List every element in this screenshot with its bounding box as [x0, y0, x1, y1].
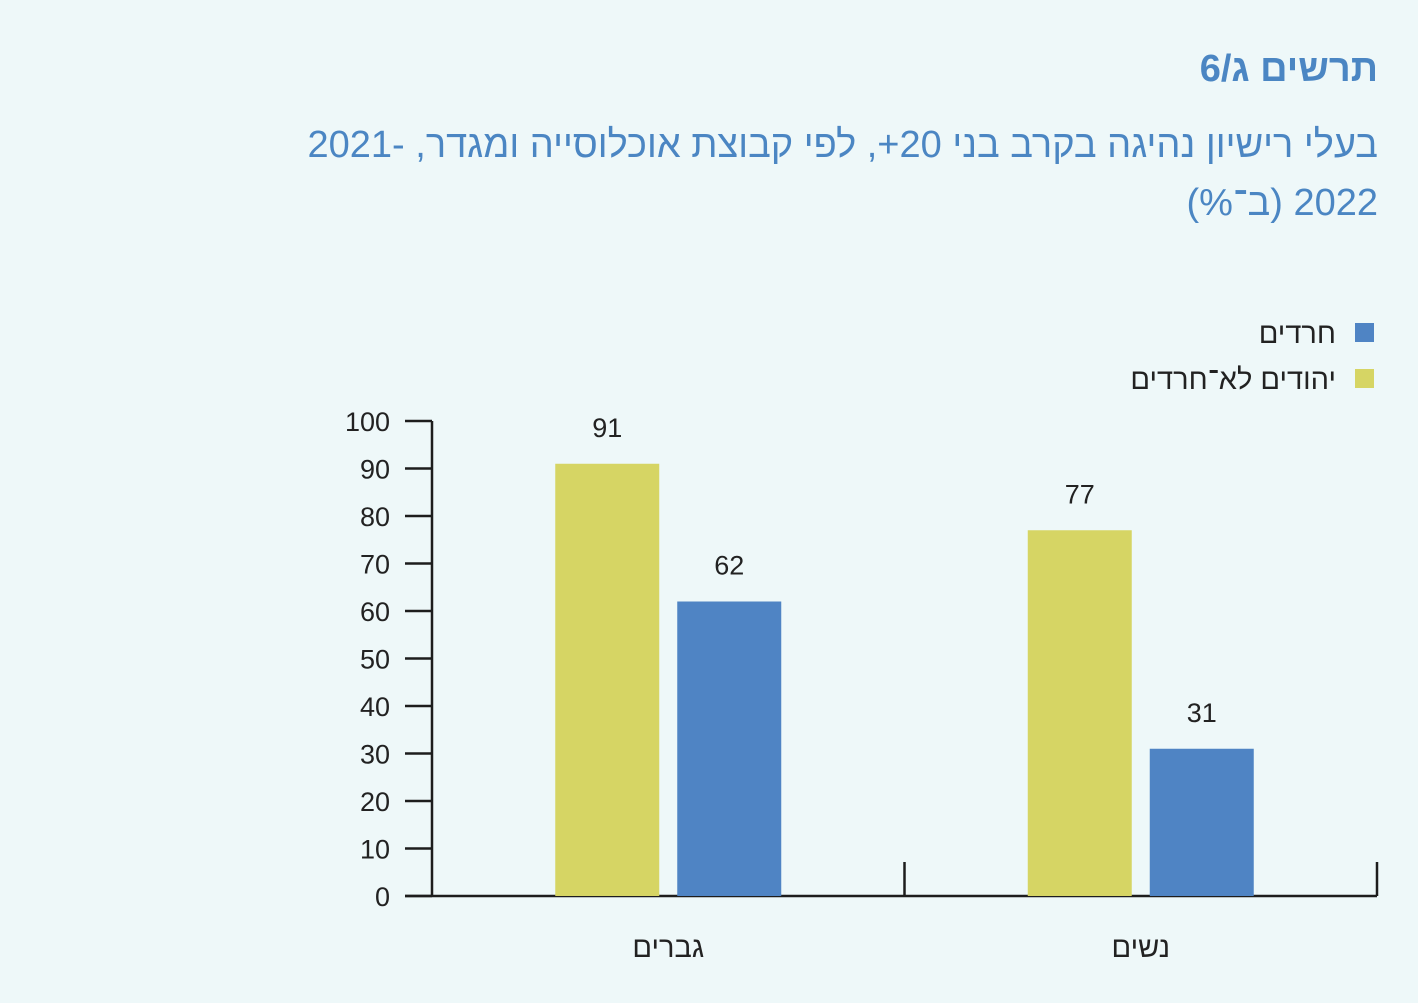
legend-swatch — [1355, 323, 1374, 342]
x-category-label: נשים — [1112, 932, 1171, 964]
y-tick-label: 100 — [345, 407, 390, 437]
chart-number: תרשים ג/6 — [1199, 48, 1378, 90]
bar — [1027, 530, 1132, 896]
y-tick-label: 50 — [360, 645, 390, 675]
legend-label: חרדים — [1259, 318, 1336, 350]
legend-swatch — [1355, 369, 1374, 388]
x-category-label: גברים — [632, 932, 704, 964]
y-tick-label: 30 — [360, 740, 390, 770]
chart-title: בעלי רישיון נהיגה בקרב בני 20+, לפי קבוצ… — [307, 124, 1379, 224]
bar-value-label: 62 — [714, 551, 744, 581]
bar-value-label: 91 — [592, 413, 622, 443]
y-tick-label: 80 — [360, 502, 390, 532]
bar-value-label: 31 — [1187, 698, 1217, 728]
y-tick-label: 90 — [360, 455, 390, 485]
y-tick-label: 70 — [360, 550, 390, 580]
bar — [555, 463, 660, 896]
y-tick-label: 10 — [360, 835, 390, 865]
bar — [677, 601, 782, 896]
legend-label: יהודים לא־חרדים — [1130, 364, 1336, 396]
bar — [1149, 748, 1254, 896]
y-tick-label: 40 — [360, 692, 390, 722]
y-tick-label: 60 — [360, 597, 390, 627]
y-tick-label: 20 — [360, 787, 390, 817]
y-tick-label: 0 — [375, 882, 390, 912]
bar-value-label: 77 — [1065, 479, 1095, 509]
